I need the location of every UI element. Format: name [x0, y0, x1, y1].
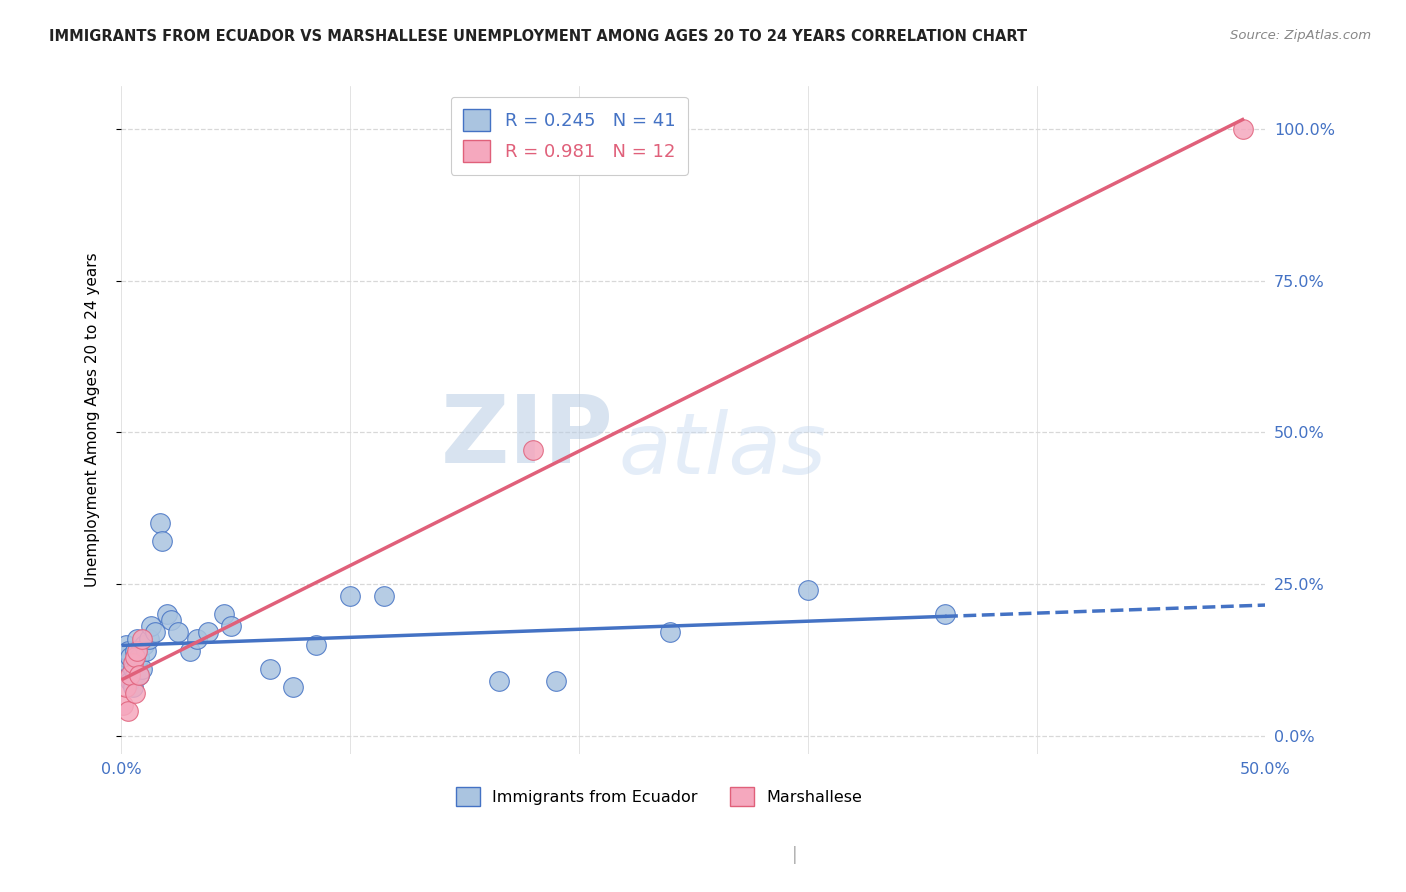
- Point: [120, 674, 142, 689]
- Point: [179, 643, 201, 657]
- Point: [135, 643, 157, 657]
- Point: [796, 582, 818, 597]
- Point: [197, 625, 219, 640]
- Point: [522, 443, 544, 458]
- Text: Source: ZipAtlas.com: Source: ZipAtlas.com: [1230, 29, 1371, 42]
- Point: [150, 534, 173, 549]
- Point: [186, 632, 208, 646]
- Point: [114, 638, 136, 652]
- Point: [339, 589, 361, 603]
- Point: [145, 625, 167, 640]
- Point: [128, 649, 150, 664]
- Point: [156, 607, 179, 622]
- Point: [1232, 121, 1254, 136]
- Point: [121, 656, 143, 670]
- Text: |: |: [792, 846, 797, 863]
- Point: [124, 649, 146, 664]
- Point: [112, 698, 135, 713]
- Point: [305, 638, 328, 652]
- Text: IMMIGRANTS FROM ECUADOR VS MARSHALLESE UNEMPLOYMENT AMONG AGES 20 TO 24 YEARS CO: IMMIGRANTS FROM ECUADOR VS MARSHALLESE U…: [49, 29, 1028, 44]
- Point: [124, 668, 146, 682]
- Point: [131, 662, 153, 676]
- Point: [373, 589, 395, 603]
- Point: [131, 632, 153, 646]
- Point: [120, 649, 142, 664]
- Point: [127, 632, 149, 646]
- Point: [120, 668, 142, 682]
- Point: [167, 625, 190, 640]
- Point: [659, 625, 682, 640]
- Point: [281, 680, 304, 694]
- Point: [124, 643, 146, 657]
- Point: [139, 619, 162, 633]
- Point: [114, 680, 136, 694]
- Point: [138, 632, 160, 646]
- Point: [128, 668, 150, 682]
- Point: [127, 643, 149, 657]
- Point: [124, 686, 146, 700]
- Point: [112, 668, 135, 682]
- Point: [219, 619, 242, 633]
- Point: [544, 674, 567, 689]
- Point: [132, 638, 155, 652]
- Point: [212, 607, 235, 622]
- Point: [121, 680, 143, 694]
- Point: [121, 662, 143, 676]
- Point: [160, 613, 183, 627]
- Point: [117, 643, 139, 657]
- Text: atlas: atlas: [619, 409, 827, 491]
- Point: [149, 516, 172, 531]
- Point: [117, 656, 139, 670]
- Point: [259, 662, 281, 676]
- Y-axis label: Unemployment Among Ages 20 to 24 years: Unemployment Among Ages 20 to 24 years: [86, 252, 100, 588]
- Point: [117, 705, 139, 719]
- Point: [114, 649, 136, 664]
- Legend: Immigrants from Ecuador, Marshallese: Immigrants from Ecuador, Marshallese: [449, 780, 869, 813]
- Text: ZIP: ZIP: [440, 391, 613, 483]
- Point: [128, 668, 150, 682]
- Point: [934, 607, 956, 622]
- Point: [488, 674, 510, 689]
- Point: [127, 656, 149, 670]
